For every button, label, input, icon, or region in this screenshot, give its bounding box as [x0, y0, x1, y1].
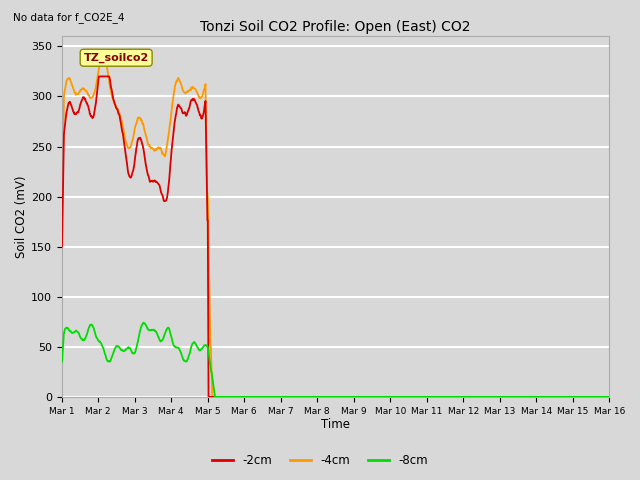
Text: TZ_soilco2: TZ_soilco2 — [84, 53, 148, 63]
Y-axis label: Soil CO2 (mV): Soil CO2 (mV) — [15, 175, 28, 258]
X-axis label: Time: Time — [321, 419, 350, 432]
Legend: -2cm, -4cm, -8cm: -2cm, -4cm, -8cm — [207, 449, 433, 472]
Title: Tonzi Soil CO2 Profile: Open (East) CO2: Tonzi Soil CO2 Profile: Open (East) CO2 — [200, 20, 470, 34]
Text: No data for f_CO2E_4: No data for f_CO2E_4 — [13, 12, 124, 23]
